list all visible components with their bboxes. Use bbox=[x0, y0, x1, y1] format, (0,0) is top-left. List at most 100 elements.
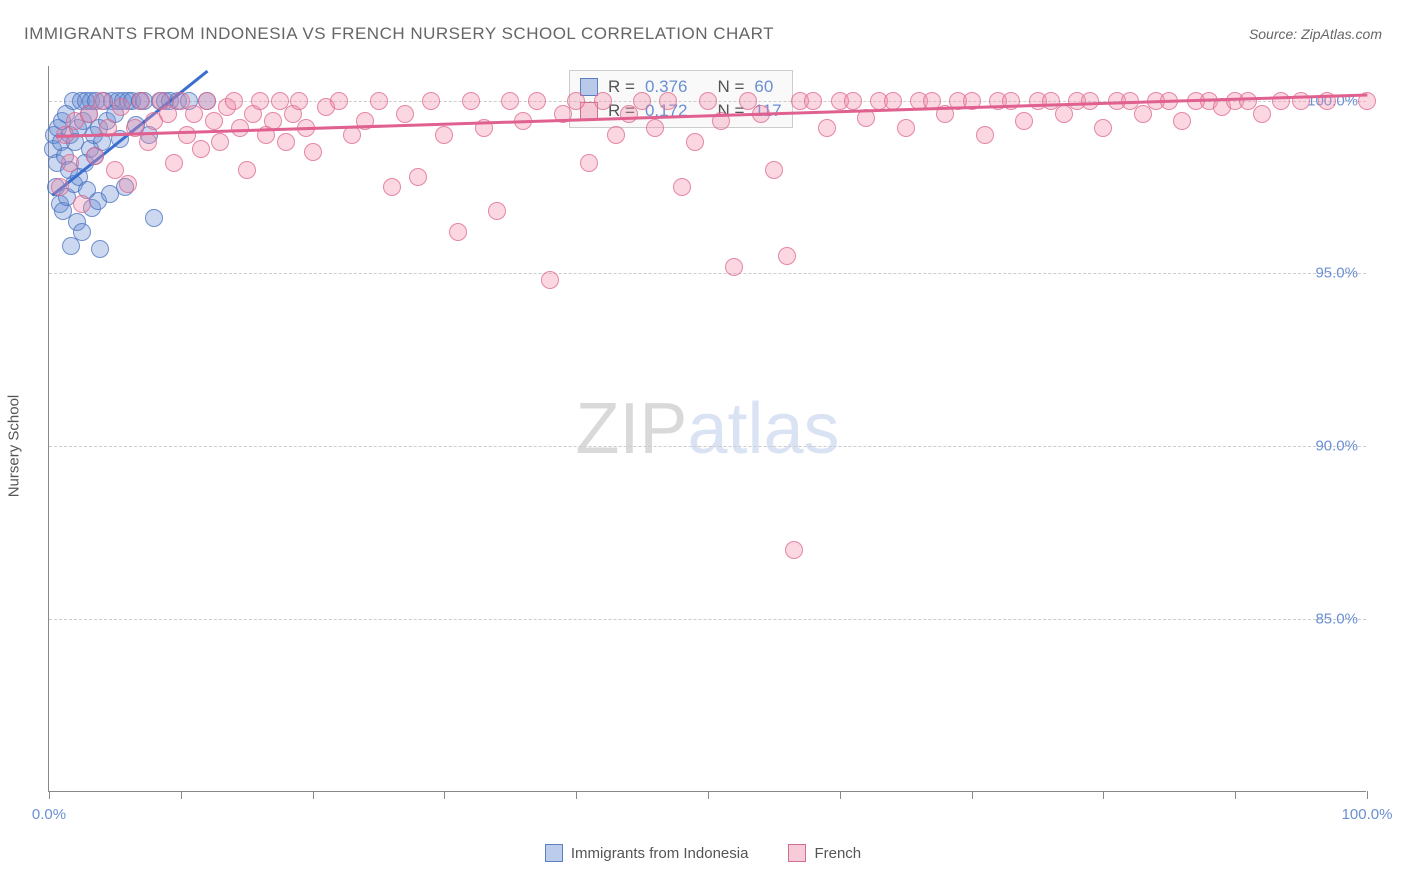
scatter-point bbox=[330, 92, 348, 110]
scatter-point bbox=[567, 92, 585, 110]
x-tick bbox=[49, 791, 50, 799]
scatter-point bbox=[897, 119, 915, 137]
scatter-point bbox=[1094, 119, 1112, 137]
scatter-point bbox=[1081, 92, 1099, 110]
scatter-point bbox=[976, 126, 994, 144]
y-axis-label: Nursery School bbox=[6, 395, 23, 498]
x-tick bbox=[840, 791, 841, 799]
scatter-point bbox=[73, 223, 91, 241]
scatter-point bbox=[383, 178, 401, 196]
scatter-point bbox=[422, 92, 440, 110]
x-tick-label: 0.0% bbox=[32, 806, 66, 823]
y-tick-label: 85.0% bbox=[1315, 611, 1358, 628]
gridline bbox=[49, 619, 1366, 620]
scatter-point bbox=[488, 202, 506, 220]
scatter-point bbox=[304, 143, 322, 161]
scatter-point bbox=[785, 541, 803, 559]
scatter-point bbox=[580, 154, 598, 172]
scatter-point bbox=[1055, 105, 1073, 123]
scatter-point bbox=[1253, 105, 1271, 123]
legend-swatch bbox=[788, 844, 806, 862]
x-tick bbox=[708, 791, 709, 799]
scatter-point bbox=[80, 105, 98, 123]
scatter-point bbox=[277, 133, 295, 151]
legend-label: Immigrants from Indonesia bbox=[571, 845, 749, 862]
scatter-point bbox=[462, 92, 480, 110]
scatter-point bbox=[1272, 92, 1290, 110]
scatter-point bbox=[607, 126, 625, 144]
scatter-point bbox=[205, 112, 223, 130]
scatter-point bbox=[251, 92, 269, 110]
legend-item: French bbox=[788, 844, 861, 862]
x-tick bbox=[313, 791, 314, 799]
chart-plot-area: ZIPatlas R =0.376N =60R =0.172N =117 85.… bbox=[48, 66, 1366, 792]
scatter-point bbox=[501, 92, 519, 110]
scatter-point bbox=[370, 92, 388, 110]
scatter-point bbox=[699, 92, 717, 110]
scatter-point bbox=[449, 223, 467, 241]
scatter-point bbox=[673, 178, 691, 196]
scatter-point bbox=[51, 178, 69, 196]
scatter-point bbox=[620, 105, 638, 123]
scatter-point bbox=[804, 92, 822, 110]
scatter-point bbox=[528, 92, 546, 110]
scatter-point bbox=[185, 105, 203, 123]
chart-source: Source: ZipAtlas.com bbox=[1249, 26, 1382, 42]
scatter-point bbox=[778, 247, 796, 265]
watermark-zip: ZIP bbox=[575, 389, 687, 469]
x-tick bbox=[1103, 791, 1104, 799]
watermark: ZIPatlas bbox=[575, 388, 839, 470]
scatter-point bbox=[844, 92, 862, 110]
scatter-point bbox=[91, 240, 109, 258]
scatter-point bbox=[633, 92, 651, 110]
legend-swatch bbox=[545, 844, 563, 862]
chart-header: IMMIGRANTS FROM INDONESIA VS FRENCH NURS… bbox=[0, 0, 1406, 52]
scatter-point bbox=[119, 175, 137, 193]
scatter-point bbox=[818, 119, 836, 137]
scatter-point bbox=[1015, 112, 1033, 130]
scatter-point bbox=[396, 105, 414, 123]
scatter-point bbox=[165, 154, 183, 172]
scatter-point bbox=[1292, 92, 1310, 110]
scatter-point bbox=[1134, 105, 1152, 123]
gridline bbox=[49, 273, 1366, 274]
scatter-point bbox=[192, 140, 210, 158]
legend-item: Immigrants from Indonesia bbox=[545, 844, 749, 862]
chart-legend: Immigrants from Indonesia French bbox=[0, 844, 1406, 862]
scatter-point bbox=[238, 161, 256, 179]
gridline bbox=[49, 446, 1366, 447]
scatter-point bbox=[86, 147, 104, 165]
scatter-point bbox=[93, 92, 111, 110]
x-tick bbox=[972, 791, 973, 799]
scatter-point bbox=[290, 92, 308, 110]
watermark-atlas: atlas bbox=[687, 389, 839, 469]
y-tick-label: 90.0% bbox=[1315, 438, 1358, 455]
scatter-point bbox=[541, 271, 559, 289]
scatter-point bbox=[1173, 112, 1191, 130]
n-value: 60 bbox=[754, 77, 773, 97]
scatter-point bbox=[765, 161, 783, 179]
scatter-point bbox=[725, 258, 743, 276]
scatter-point bbox=[435, 126, 453, 144]
scatter-point bbox=[211, 133, 229, 151]
scatter-point bbox=[409, 168, 427, 186]
x-tick-label: 100.0% bbox=[1342, 806, 1393, 823]
x-tick bbox=[576, 791, 577, 799]
scatter-point bbox=[73, 195, 91, 213]
r-label: R = bbox=[608, 77, 635, 97]
scatter-point bbox=[225, 92, 243, 110]
y-tick-label: 95.0% bbox=[1315, 265, 1358, 282]
scatter-point bbox=[198, 92, 216, 110]
x-tick bbox=[1367, 791, 1368, 799]
scatter-point bbox=[159, 105, 177, 123]
chart-title: IMMIGRANTS FROM INDONESIA VS FRENCH NURS… bbox=[24, 24, 774, 44]
x-tick bbox=[181, 791, 182, 799]
scatter-point bbox=[132, 92, 150, 110]
scatter-point bbox=[884, 92, 902, 110]
x-tick bbox=[1235, 791, 1236, 799]
scatter-point bbox=[659, 92, 677, 110]
x-tick bbox=[444, 791, 445, 799]
legend-label: French bbox=[814, 845, 861, 862]
scatter-point bbox=[686, 133, 704, 151]
scatter-point bbox=[61, 154, 79, 172]
